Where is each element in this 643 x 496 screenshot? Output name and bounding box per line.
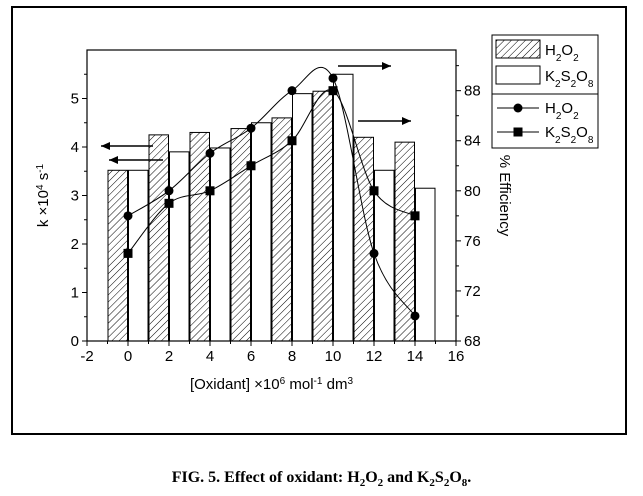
point-h2o2 bbox=[287, 86, 297, 96]
legend-marker-square bbox=[513, 127, 523, 137]
point-k2s2o8 bbox=[287, 136, 297, 146]
x-tick-label: -2 bbox=[80, 348, 93, 365]
bar-h2o2 bbox=[189, 131, 210, 342]
point-k2s2o8 bbox=[369, 186, 379, 196]
y-left-tick-label: 5 bbox=[71, 91, 79, 108]
x-tick-label: 10 bbox=[325, 348, 342, 365]
bar-h2o2 bbox=[230, 128, 251, 342]
figure-frame: -2 0 2 4 6 8 10 12 14 16 0 1 2 3 4 5 68 72 76 80 84 88 H2O2 K2… bbox=[11, 6, 627, 435]
bar-k2s2o8 bbox=[169, 151, 190, 342]
x-tick-label: 12 bbox=[366, 348, 383, 365]
bar-h2o2 bbox=[271, 117, 292, 342]
bar-h2o2 bbox=[312, 90, 333, 342]
legend-swatch-k2s2o8 bbox=[495, 65, 541, 85]
point-k2s2o8 bbox=[410, 211, 420, 221]
legend-swatch-h2o2 bbox=[495, 39, 541, 59]
point-k2s2o8 bbox=[123, 248, 133, 258]
figure-caption: FIG. 5. Effect of oxidant: H2O2 and K2S2… bbox=[171, 469, 472, 490]
x-tick-label: 0 bbox=[124, 348, 132, 365]
legend-marker-circle bbox=[513, 103, 523, 113]
point-k2s2o8 bbox=[328, 86, 338, 96]
point-h2o2 bbox=[410, 311, 420, 321]
bar-k2s2o8 bbox=[292, 93, 313, 342]
y-right-tick-label: 84 bbox=[464, 133, 481, 150]
x-tick-label: 16 bbox=[448, 348, 465, 365]
point-h2o2 bbox=[246, 123, 256, 133]
point-h2o2 bbox=[123, 211, 133, 221]
x-tick-label: 6 bbox=[247, 348, 255, 365]
legend-label-line-k2s2o8: K2S2O8 bbox=[545, 124, 594, 146]
point-h2o2 bbox=[328, 73, 338, 83]
axis-arrow-head bbox=[382, 62, 391, 70]
bar-k2s2o8 bbox=[210, 147, 231, 342]
x-tick-label: 14 bbox=[407, 348, 424, 365]
y-left-axis-label: k ×104 s-1 bbox=[35, 163, 53, 227]
y-right-tick-label: 72 bbox=[464, 283, 481, 300]
y-right-tick-label: 76 bbox=[464, 233, 481, 250]
point-h2o2 bbox=[164, 186, 174, 196]
axis-arrow-head bbox=[101, 142, 110, 150]
point-h2o2 bbox=[205, 148, 215, 158]
point-k2s2o8 bbox=[164, 198, 174, 208]
x-tick-label: 4 bbox=[206, 348, 214, 365]
y-left-tick-label: 3 bbox=[71, 188, 79, 205]
x-tick-label: 2 bbox=[165, 348, 173, 365]
y-left-tick-label: 4 bbox=[71, 139, 79, 156]
x-axis-label: [Oxidant] ×106 mol-1 dm3 bbox=[190, 376, 353, 394]
legend-label-bar-h2o2: H2O2 bbox=[545, 42, 579, 64]
legend-label-bar-k2s2o8: K2S2O8 bbox=[545, 68, 594, 90]
axis-arrow-head bbox=[109, 156, 118, 164]
y-left-tick-label: 0 bbox=[71, 333, 79, 350]
legend-lines-box bbox=[491, 93, 599, 149]
y-right-tick-label: 80 bbox=[464, 183, 481, 200]
legend-label-line-h2o2: H2O2 bbox=[545, 100, 579, 122]
x-tick-label: 8 bbox=[288, 348, 296, 365]
point-k2s2o8 bbox=[205, 186, 215, 196]
point-h2o2 bbox=[369, 248, 379, 258]
y-right-axis-label: % Efficiency bbox=[496, 155, 513, 237]
bar-k2s2o8 bbox=[251, 122, 272, 342]
point-k2s2o8 bbox=[246, 161, 256, 171]
bar-h2o2 bbox=[148, 134, 169, 342]
y-left-tick-label: 2 bbox=[71, 236, 79, 253]
y-right-tick-label: 68 bbox=[464, 333, 481, 350]
y-right-tick-label: 88 bbox=[464, 83, 481, 100]
bar-k2s2o8 bbox=[333, 73, 354, 342]
y-left-tick-label: 1 bbox=[71, 285, 79, 302]
axis-arrow-head bbox=[402, 117, 411, 125]
